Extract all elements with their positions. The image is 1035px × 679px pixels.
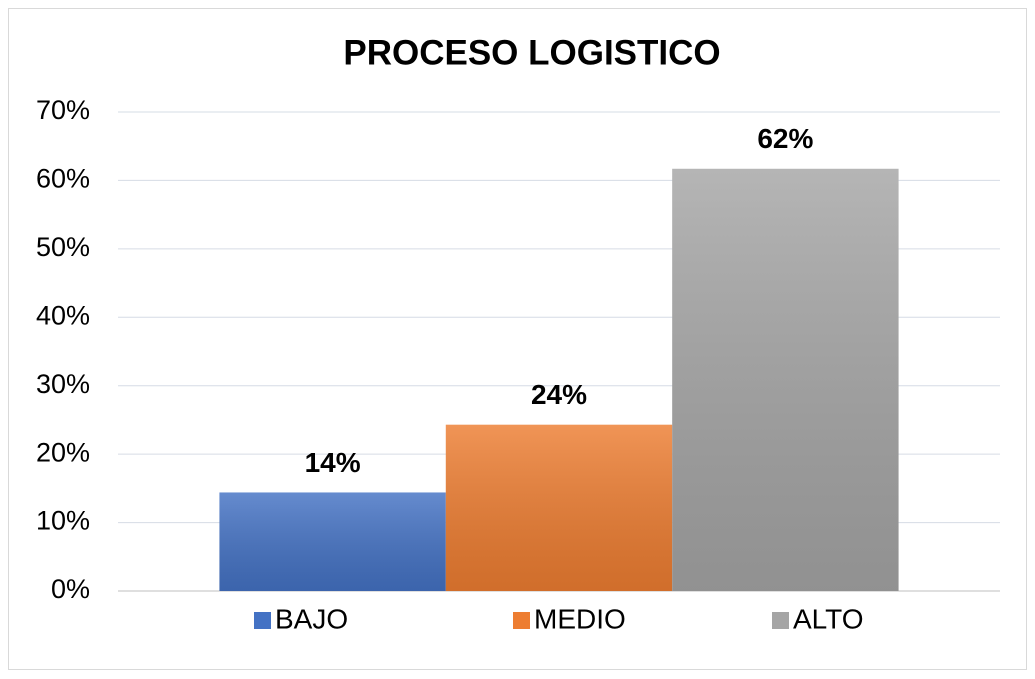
bar-shading xyxy=(219,492,446,591)
y-tick-label: 20% xyxy=(36,437,90,467)
legend-label: ALTO xyxy=(793,603,864,634)
bar-shading xyxy=(445,424,673,591)
data-label: 24% xyxy=(531,379,587,410)
y-tick-label: 70% xyxy=(36,95,90,125)
data-label: 14% xyxy=(305,447,361,478)
bar-shading xyxy=(672,168,899,591)
legend-label: BAJO xyxy=(275,603,348,634)
legend-swatch xyxy=(254,612,271,629)
legend-swatch xyxy=(772,612,789,629)
legend-swatch xyxy=(513,612,530,629)
y-tick-label: 30% xyxy=(36,369,90,399)
data-label: 62% xyxy=(757,123,813,154)
legend-label: MEDIO xyxy=(534,603,626,634)
y-tick-label: 40% xyxy=(36,300,90,330)
y-tick-label: 10% xyxy=(36,506,90,536)
chart-title: PROCESO LOGISTICO xyxy=(343,33,720,72)
y-tick-label: 60% xyxy=(36,164,90,194)
y-tick-label: 50% xyxy=(36,232,90,262)
y-tick-label: 0% xyxy=(51,574,90,604)
